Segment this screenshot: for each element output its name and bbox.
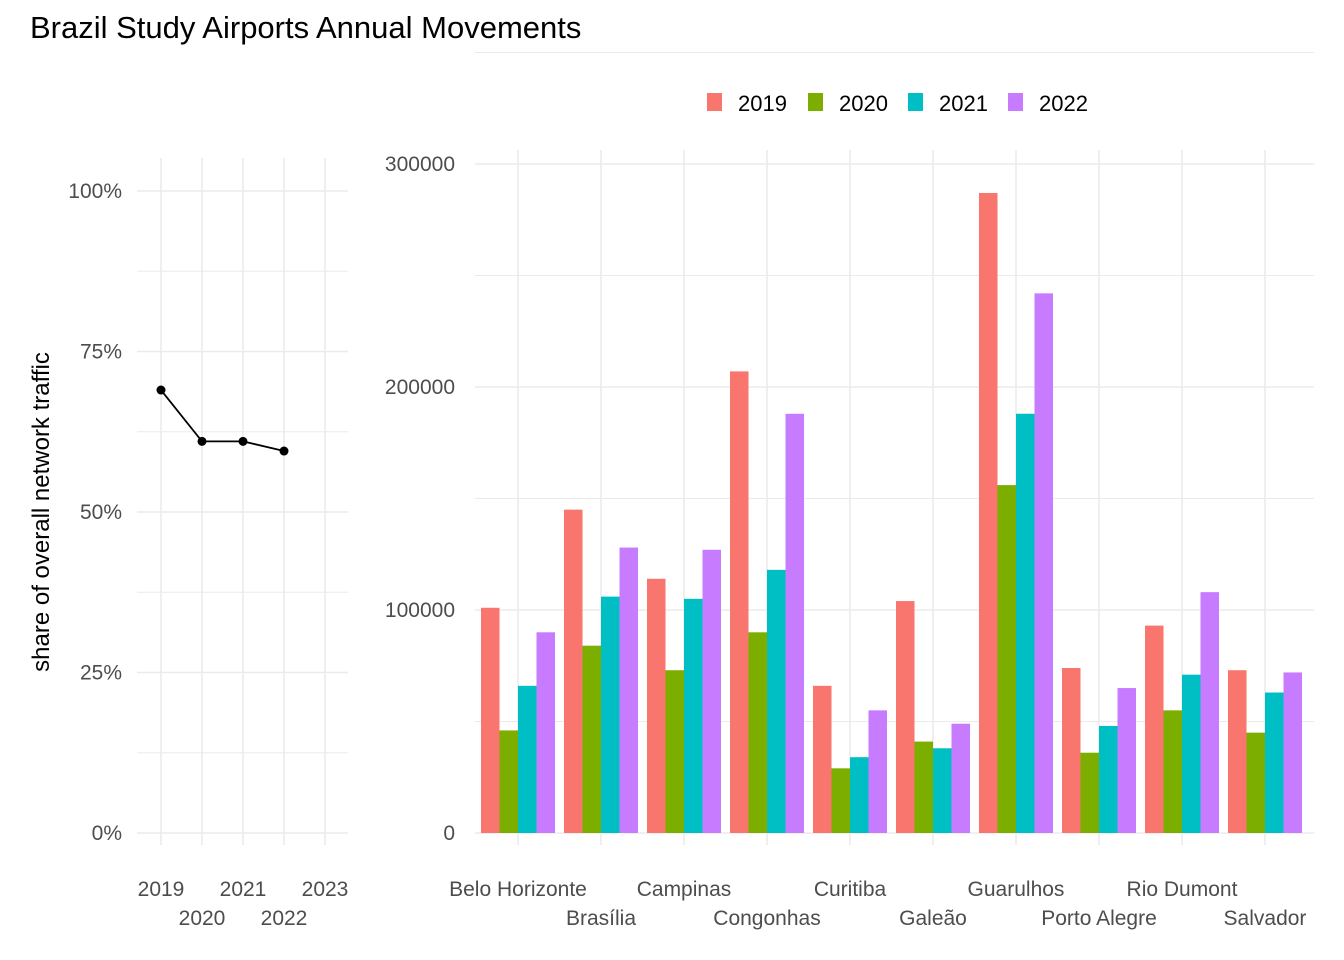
- x-tick-label: 2019: [138, 878, 185, 901]
- x-tick-label: Guarulhos: [968, 878, 1065, 901]
- y-tick-label: 100%: [68, 180, 122, 203]
- bar-2022: [619, 547, 638, 833]
- data-point: [279, 446, 289, 456]
- bar-2019: [813, 685, 832, 833]
- bar-2020: [997, 485, 1016, 833]
- legend-swatch: [808, 93, 823, 111]
- bar-2022: [536, 632, 555, 833]
- bar-2021: [1099, 725, 1118, 833]
- bar-2020: [914, 741, 933, 833]
- bar-2021: [767, 569, 786, 833]
- bar-2020: [1163, 710, 1182, 833]
- x-tick-label: 2023: [302, 878, 349, 901]
- bar-2021: [518, 685, 537, 833]
- x-tick-label: Campinas: [637, 878, 732, 901]
- bar-2021: [1016, 413, 1035, 833]
- x-tick-label: 2021: [220, 878, 267, 901]
- bar-2019: [896, 601, 915, 833]
- legend-label: 2022: [1039, 91, 1088, 116]
- bar-2020: [665, 670, 684, 833]
- bar-2021: [1265, 692, 1284, 833]
- bar-2021: [933, 748, 952, 833]
- y-tick-label: 75%: [80, 341, 122, 364]
- y-tick-label: 200000: [385, 376, 455, 399]
- x-tick-label: Porto Alegre: [1041, 907, 1157, 930]
- bar-2022: [1283, 672, 1302, 833]
- bar-2020: [748, 632, 767, 833]
- x-tick-label: Curitiba: [814, 878, 887, 901]
- bar-2022: [1117, 688, 1136, 833]
- legend-label: 2021: [939, 91, 988, 116]
- y-tick-label: 300000: [385, 153, 455, 176]
- bar-2019: [1062, 667, 1081, 833]
- bar-2019: [481, 607, 500, 833]
- legend-label: 2019: [738, 91, 787, 116]
- movements-bar-panel: 0 100000 200000 300000 Belo Horizonte Brasíli…: [385, 52, 1314, 930]
- bar-2019: [979, 192, 998, 834]
- legend-swatch: [1008, 93, 1023, 111]
- legend-swatch: [707, 93, 722, 111]
- share-line: [160, 389, 285, 452]
- legend: 2019 2020 2021 2022: [707, 91, 1088, 116]
- data-point: [197, 436, 207, 446]
- bar-2020: [1246, 732, 1265, 833]
- x-tick-label: Congonhas: [713, 907, 820, 930]
- bar-2019: [1228, 670, 1247, 833]
- bar-2019: [730, 371, 749, 833]
- bar-2019: [1145, 625, 1164, 833]
- x-tick-label: Rio Dumont: [1127, 878, 1238, 901]
- bar-2019: [564, 509, 583, 833]
- bar-2020: [831, 768, 850, 833]
- bar-2022: [1034, 293, 1053, 834]
- data-point: [156, 385, 166, 395]
- data-point: [238, 436, 248, 446]
- chart-title: Brazil Study Airports Annual Movements: [30, 10, 582, 45]
- bar-2022: [785, 413, 804, 833]
- y-tick-label: 100000: [385, 599, 455, 622]
- bar-2020: [1080, 752, 1099, 833]
- bar-2019: [647, 578, 666, 833]
- legend-label: 2020: [839, 91, 888, 116]
- bar-2022: [951, 723, 970, 833]
- bar-2021: [684, 598, 703, 833]
- x-tick-label: 2020: [179, 907, 226, 930]
- x-tick-label: Brasília: [566, 907, 636, 930]
- bar-2020: [582, 645, 601, 833]
- bar-2022: [868, 710, 887, 833]
- y-tick-label: 25%: [80, 662, 122, 685]
- share-line-panel: 0% 25% 50% 75% 100% 2019 2020 2021 2022 2023: [68, 158, 348, 930]
- bar-2021: [1182, 674, 1201, 833]
- bar-2020: [499, 730, 518, 833]
- x-tick-label: Belo Horizonte: [449, 878, 587, 901]
- y-tick-label: 0%: [92, 822, 122, 845]
- bar-2022: [702, 549, 721, 833]
- x-tick-label: Galeão: [899, 907, 967, 930]
- x-tick-label: Salvador: [1224, 907, 1307, 930]
- bar-2022: [1200, 592, 1219, 833]
- x-tick-label: 2022: [261, 907, 308, 930]
- y-tick-label: 50%: [80, 501, 122, 524]
- bar-2021: [850, 757, 869, 833]
- y-tick-label: 0: [443, 822, 455, 845]
- bar-2021: [601, 596, 620, 833]
- legend-swatch: [908, 93, 923, 111]
